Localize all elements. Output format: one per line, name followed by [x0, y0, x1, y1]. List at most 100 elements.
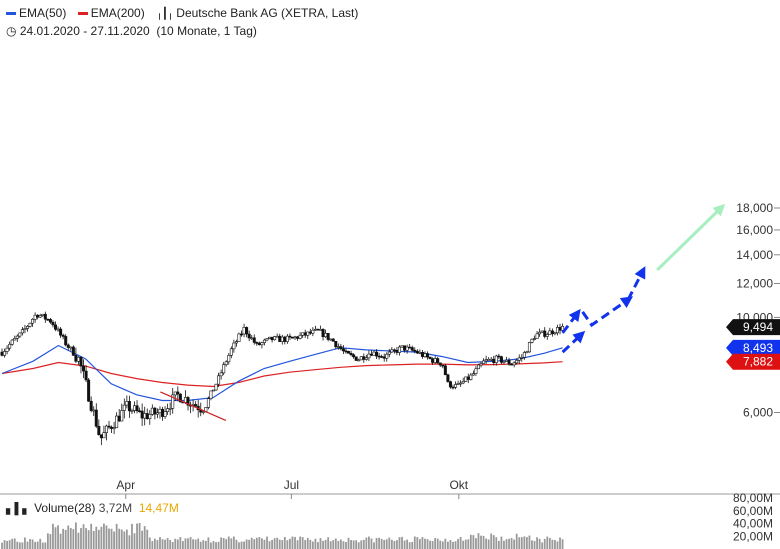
candle-body	[405, 346, 409, 351]
candle-body	[344, 350, 348, 353]
candle-body	[438, 362, 442, 366]
volume-bar	[210, 542, 212, 549]
volume-bar	[492, 535, 495, 549]
volume-bar	[82, 524, 85, 549]
blue-projection-arrow	[561, 308, 581, 334]
volume-bar	[194, 539, 197, 549]
price-badge-label: 8,493	[743, 341, 773, 355]
candle-body	[82, 365, 86, 372]
volume-bar	[531, 540, 533, 549]
volume-bar	[561, 539, 564, 549]
candle-body	[99, 434, 103, 439]
ema50-series	[1, 344, 563, 402]
candle-body	[61, 334, 65, 337]
candle-body	[321, 328, 325, 338]
candle-body	[420, 352, 424, 357]
legend-instrument[interactable]: ╷┃╷ Deutsche Bank AG (XETRA, Last)	[156, 6, 358, 20]
volume-bar	[497, 540, 500, 549]
volume-bar	[408, 542, 411, 549]
candle-body	[135, 405, 139, 412]
volume-bar	[441, 541, 444, 549]
candle-body	[262, 339, 266, 343]
candle-body	[268, 336, 272, 339]
candle-body	[240, 333, 244, 336]
volume-bar	[6, 540, 8, 549]
volume-bar	[52, 523, 54, 549]
volume-bar	[278, 539, 281, 549]
candle-body	[510, 363, 514, 366]
volume-bar	[350, 540, 352, 549]
volume-bar	[383, 539, 386, 549]
candle-body	[471, 373, 475, 376]
volume-bar	[115, 523, 118, 549]
volume-bar	[357, 542, 360, 549]
candle-body	[87, 379, 91, 402]
candle-body	[18, 332, 22, 337]
volume-bar	[447, 541, 449, 549]
volume-bar	[289, 538, 291, 549]
volume-tick-label: 60,00M	[733, 504, 773, 518]
volume-bar	[515, 533, 518, 549]
volume-bar	[345, 542, 347, 549]
candle-body	[194, 404, 198, 407]
volume-bar	[1, 542, 3, 549]
volume-bar	[184, 538, 187, 549]
volume-bar	[85, 528, 87, 549]
volume-bar	[355, 540, 358, 549]
volume-bar	[398, 537, 401, 549]
candle-body	[229, 348, 233, 356]
volume-bar	[97, 529, 100, 549]
legend-ema200[interactable]: EMA(200)	[77, 6, 145, 20]
candle-body	[110, 426, 114, 429]
candle-body	[423, 353, 427, 357]
volume-bar	[151, 541, 154, 549]
candle-body	[273, 336, 277, 341]
volume-bar	[525, 537, 528, 549]
volume-bar	[46, 533, 49, 549]
candle-body	[222, 364, 226, 374]
candle-body	[250, 337, 254, 340]
volume-bar	[171, 541, 174, 549]
candle-body	[385, 353, 389, 359]
volume-bar	[153, 538, 156, 549]
volume-bar	[464, 539, 467, 549]
volume-bar	[462, 540, 465, 549]
candle-body	[308, 331, 312, 334]
volume-bar	[370, 538, 373, 549]
candle-body	[84, 370, 88, 381]
blue-projection-arrow	[581, 296, 634, 328]
volume-bar	[197, 538, 200, 549]
candle-body	[354, 356, 358, 361]
candle-body	[397, 346, 401, 353]
candle-body	[140, 410, 144, 419]
candle-body	[150, 407, 154, 415]
candle-body	[8, 343, 12, 349]
candle-body	[494, 355, 498, 363]
volume-bar	[281, 540, 284, 549]
volume-bar	[339, 539, 342, 549]
chart-legend: EMA(50) EMA(200) ╷┃╷ Deutsche Bank AG (X…	[6, 5, 366, 39]
candle-body	[408, 346, 412, 349]
ema50-label: EMA(50)	[19, 6, 67, 20]
volume-bar	[401, 536, 403, 549]
candle-body	[339, 346, 343, 350]
volume-bar	[396, 540, 398, 549]
projection-arrows	[561, 203, 726, 354]
candle-body	[270, 336, 274, 341]
candle-body	[538, 331, 542, 335]
volume-bar	[230, 538, 233, 549]
candle-body	[502, 361, 506, 363]
volume-bar	[454, 541, 457, 549]
candle-body	[125, 401, 129, 406]
candle-body	[357, 359, 361, 362]
price-badge-label: 7,882	[743, 355, 773, 369]
volume-bar	[182, 541, 184, 549]
candle-body	[476, 364, 480, 370]
volume-bar	[317, 542, 319, 549]
legend-ema50[interactable]: EMA(50)	[6, 6, 66, 20]
volume-bar	[541, 542, 544, 549]
volume-bar	[403, 540, 406, 549]
volume-bar	[523, 536, 526, 549]
candle-body	[395, 349, 399, 353]
volume-bar	[16, 541, 19, 549]
